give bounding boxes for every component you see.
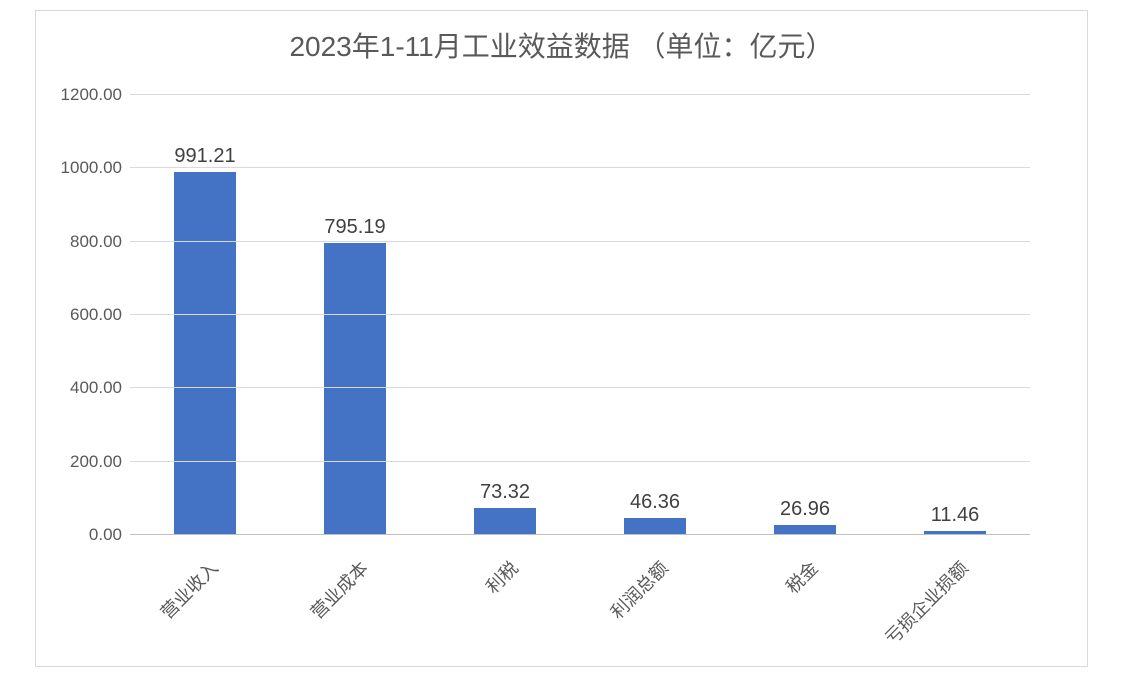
gridline — [130, 167, 1030, 168]
x-axis-label: 利税 — [480, 555, 524, 599]
x-axis-label: 亏损企业损额 — [879, 555, 974, 650]
x-axis-label: 利润总额 — [604, 555, 673, 624]
x-axis-labels: 营业收入 营业成本 利税 利润总额 税金 亏损企业损额 — [130, 545, 1030, 665]
x-label-slot: 亏损企业损额 — [880, 545, 1030, 665]
bar — [324, 243, 386, 535]
x-label-slot: 利税 — [430, 545, 580, 665]
bar-slot: 46.36 — [580, 95, 730, 535]
y-tick-label: 1200.00 — [61, 85, 122, 105]
bar — [474, 508, 536, 535]
y-tick-label: 1000.00 — [61, 158, 122, 178]
bar-value-label: 46.36 — [630, 491, 680, 514]
plot-area: 991.21795.1973.3246.3626.9611.46 0.00200… — [130, 95, 1030, 535]
x-label-slot: 营业收入 — [130, 545, 280, 665]
bar-slot: 795.19 — [280, 95, 430, 535]
x-axis-label: 营业收入 — [154, 555, 223, 624]
bar-slot: 11.46 — [880, 95, 1030, 535]
bar-slot: 73.32 — [430, 95, 580, 535]
x-label-slot: 利润总额 — [580, 545, 730, 665]
x-label-slot: 税金 — [730, 545, 880, 665]
y-tick-label: 200.00 — [70, 452, 122, 472]
bar-value-label: 11.46 — [931, 504, 980, 527]
bar-value-label: 795.19 — [324, 216, 385, 239]
x-label-slot: 营业成本 — [280, 545, 430, 665]
bars-row: 991.21 795.19 73.32 46.36 26.96 11.46 — [130, 95, 1030, 535]
chart-page: 2023年1-11月工业效益数据 （单位：亿元） 991.21 795.19 73.… — [0, 0, 1138, 687]
y-tick-label: 0.00 — [89, 525, 122, 545]
gridline — [130, 387, 1030, 388]
y-tick-label: 600.00 — [70, 305, 122, 325]
bar — [174, 172, 236, 535]
gridline — [130, 241, 1030, 242]
x-axis-label: 税金 — [780, 555, 824, 599]
y-tick-label: 800.00 — [70, 232, 122, 252]
bar-value-label: 73.32 — [480, 481, 530, 504]
x-axis-line — [130, 534, 1030, 535]
bar-slot: 26.96 — [730, 95, 880, 535]
bar-slot: 991.21 — [130, 95, 280, 535]
bar-value-label: 991.21 — [174, 145, 235, 168]
bar-value-label: 26.96 — [780, 498, 830, 521]
gridline — [130, 461, 1030, 462]
y-tick-label: 400.00 — [70, 378, 122, 398]
gridline — [130, 314, 1030, 315]
x-axis-label: 营业成本 — [304, 555, 373, 624]
bar — [624, 518, 686, 535]
chart-title: 2023年1-11月工业效益数据 （单位：亿元） — [35, 25, 1088, 65]
gridline — [130, 94, 1030, 95]
